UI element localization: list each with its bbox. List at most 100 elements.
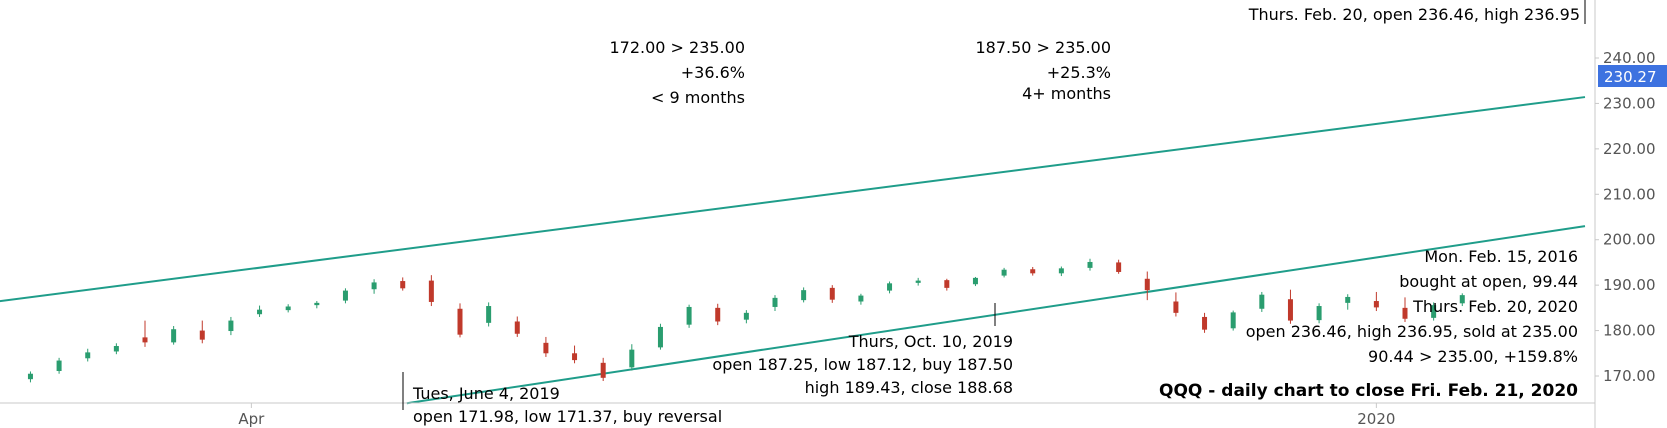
summary-line-5: 90.44 > 235.00, +159.8% bbox=[1368, 347, 1578, 366]
candle-body bbox=[228, 320, 234, 332]
y-tick-label: 210.00 bbox=[1603, 185, 1656, 203]
candle-body bbox=[686, 306, 692, 325]
candle bbox=[772, 295, 778, 312]
candle bbox=[342, 288, 348, 304]
candle bbox=[600, 357, 606, 381]
gain-2-range: 187.50 > 235.00 bbox=[975, 38, 1111, 57]
candle-body bbox=[400, 281, 406, 289]
candle-body bbox=[371, 282, 377, 290]
candle bbox=[1316, 303, 1322, 324]
candle bbox=[1030, 266, 1036, 276]
candle-body bbox=[1230, 312, 1236, 329]
oct-note-open: open 187.25, low 187.12, buy 187.50 bbox=[712, 355, 1013, 374]
x-axis-ticks: Apr 2020 bbox=[238, 403, 1395, 428]
oct-note-date: Thurs, Oct. 10, 2019 bbox=[848, 332, 1013, 351]
candle bbox=[400, 277, 406, 291]
candle-body bbox=[56, 360, 62, 372]
candle-body bbox=[772, 297, 778, 307]
top-note: Thurs. Feb. 20, open 236.46, high 236.95 bbox=[1248, 5, 1580, 24]
candle bbox=[1116, 259, 1122, 274]
candle bbox=[1345, 294, 1351, 310]
chart-title: QQQ - daily chart to close Fri. Feb. 21,… bbox=[1159, 381, 1578, 401]
candle bbox=[657, 323, 663, 350]
candle-body bbox=[113, 346, 119, 352]
candle bbox=[715, 303, 721, 326]
y-tick-label: 230.00 bbox=[1603, 94, 1656, 112]
candle-body bbox=[715, 307, 721, 322]
candle bbox=[944, 278, 950, 291]
candle-body bbox=[1144, 278, 1150, 291]
candle-body bbox=[543, 342, 549, 354]
candle bbox=[171, 326, 177, 345]
candles bbox=[27, 258, 1465, 383]
june-note-detail: open 171.98, low 171.37, buy reversal bbox=[413, 407, 722, 426]
candle bbox=[457, 303, 463, 338]
candle-body bbox=[629, 349, 635, 368]
candle-body bbox=[1173, 301, 1179, 313]
candle-body bbox=[1001, 269, 1007, 276]
candle-body bbox=[1287, 299, 1293, 321]
candle-body bbox=[1259, 294, 1265, 309]
candle-body bbox=[944, 280, 950, 288]
y-tick-label: 240.00 bbox=[1603, 49, 1656, 67]
candle bbox=[314, 301, 320, 309]
candle bbox=[543, 336, 549, 357]
candle bbox=[972, 276, 978, 287]
candle bbox=[85, 348, 91, 362]
candle bbox=[56, 357, 62, 374]
x-tick-label: Apr bbox=[238, 410, 265, 428]
candle-body bbox=[743, 312, 749, 320]
candle bbox=[1459, 293, 1465, 307]
candle-body bbox=[887, 283, 893, 291]
candle bbox=[228, 316, 234, 336]
candle bbox=[858, 293, 864, 305]
last-price-label: 230.27 bbox=[1604, 68, 1657, 86]
candle-body bbox=[1345, 296, 1351, 303]
candle-body bbox=[257, 309, 263, 315]
y-tick-label: 190.00 bbox=[1603, 276, 1656, 294]
candle bbox=[743, 310, 749, 324]
candle bbox=[1144, 271, 1150, 301]
trendline-lower bbox=[406, 225, 1586, 405]
oct-note-close: high 189.43, close 188.68 bbox=[805, 378, 1013, 397]
candle-body bbox=[199, 330, 205, 340]
candle-body bbox=[486, 306, 492, 323]
candle-body bbox=[1202, 316, 1208, 330]
candle-body bbox=[342, 290, 348, 301]
candle bbox=[199, 320, 205, 344]
candle-body bbox=[829, 287, 835, 300]
candle bbox=[142, 320, 148, 347]
summary-line-3: Thurs. Feb. 20, 2020 bbox=[1412, 297, 1578, 316]
candle-body bbox=[27, 373, 33, 380]
candle bbox=[257, 305, 263, 317]
candle-body bbox=[1058, 268, 1064, 274]
y-tick-label: 170.00 bbox=[1603, 367, 1656, 385]
candle-body bbox=[314, 302, 320, 306]
candle-body bbox=[1402, 307, 1408, 319]
gain-1-percent: +36.6% bbox=[681, 63, 745, 82]
candle-body bbox=[858, 295, 864, 302]
candle bbox=[1373, 291, 1379, 312]
june-note-date: Tues, June 4, 2019 bbox=[412, 384, 560, 403]
candle bbox=[27, 371, 33, 383]
y-tick-label: 180.00 bbox=[1603, 322, 1656, 340]
candle bbox=[1173, 292, 1179, 317]
candle-body bbox=[1116, 262, 1122, 272]
candle-body bbox=[1087, 261, 1093, 268]
summary-line-1: Mon. Feb. 15, 2016 bbox=[1424, 247, 1578, 266]
candle bbox=[1087, 258, 1093, 271]
candle bbox=[285, 304, 291, 313]
y-axis-ticks: 170.00 180.00 190.00 200.00 210.00 220.00 230.… bbox=[1595, 49, 1656, 385]
candle-body bbox=[801, 290, 807, 301]
y-tick-label: 200.00 bbox=[1603, 231, 1656, 249]
last-price-badge bbox=[1598, 65, 1667, 87]
candle bbox=[1402, 297, 1408, 322]
candle-body bbox=[1373, 301, 1379, 308]
candle-body bbox=[514, 321, 520, 334]
candle bbox=[1202, 312, 1208, 333]
candle-body bbox=[1316, 306, 1322, 321]
candle bbox=[113, 343, 119, 355]
candle bbox=[514, 316, 520, 337]
gain-2-percent: +25.3% bbox=[1047, 63, 1111, 82]
